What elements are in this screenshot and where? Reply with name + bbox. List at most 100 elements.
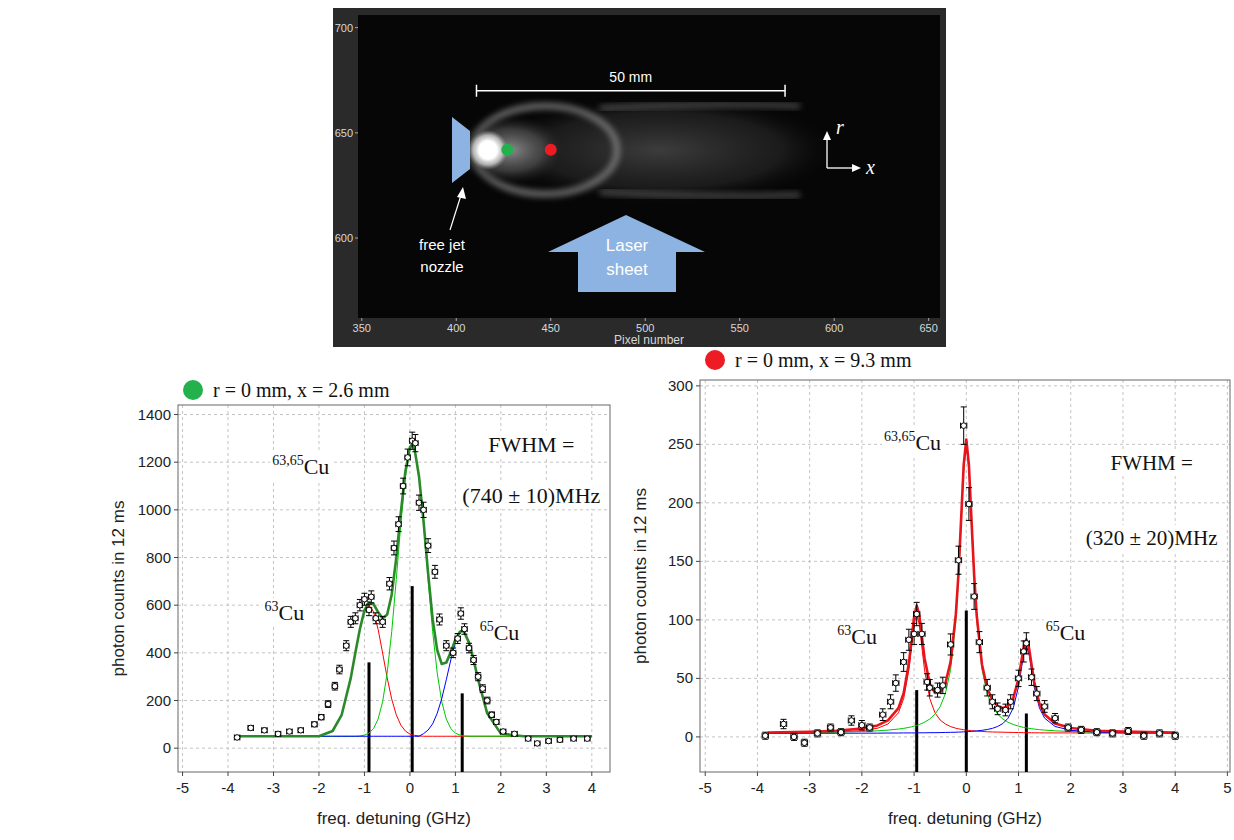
- x-error-bar: [546, 738, 551, 744]
- y-tick-label: 0: [685, 728, 693, 745]
- y-tick: [696, 502, 700, 503]
- x-grid-line: [1175, 380, 1176, 772]
- plume: [455, 96, 835, 204]
- y-error-bar: [368, 591, 374, 603]
- y-error-bar: [838, 729, 844, 736]
- y-error-bar: [801, 739, 807, 746]
- y-error-bar: [332, 682, 338, 690]
- x-error-bar: [234, 734, 239, 740]
- y-error-bar: [814, 730, 820, 737]
- y-tick-label: 200: [668, 494, 693, 511]
- x-error-bar: [535, 740, 540, 746]
- y-error-bar: [1002, 704, 1008, 716]
- y-error-bar: [1029, 669, 1035, 685]
- x-tick: [705, 772, 706, 776]
- y-error-bar: [361, 593, 367, 605]
- x-error-bar: [989, 699, 995, 705]
- y-tick: [174, 462, 178, 463]
- x-tick-label: -2: [312, 779, 325, 796]
- x-tick: [546, 772, 547, 776]
- data-point: [366, 607, 372, 613]
- x-error-bar: [1052, 715, 1058, 721]
- x-grid-line: [809, 380, 810, 772]
- y-error-bar: [461, 624, 467, 634]
- camera-image: [358, 15, 940, 318]
- x-error-bar: [848, 718, 854, 724]
- stick: [965, 611, 968, 772]
- x-error-bar: [391, 545, 396, 551]
- data-point: [287, 729, 293, 735]
- x-error-bar: [494, 719, 499, 725]
- y-tick-label: 100: [668, 611, 693, 628]
- x-error-bar: [827, 725, 833, 731]
- y-error-bar: [828, 724, 834, 731]
- x-axis-title: Pixel number: [614, 333, 684, 347]
- y-error-bar: [971, 584, 977, 610]
- y-error-bar: [325, 701, 331, 708]
- x-tick: [914, 772, 915, 776]
- data-point: [966, 501, 972, 507]
- peak-label: 63Cu: [265, 599, 305, 625]
- x-error-bar: [971, 593, 977, 599]
- y-error-bar: [352, 613, 358, 624]
- x-error-bar: [955, 557, 961, 563]
- y-grid-line: [178, 557, 610, 558]
- label-patch: [478, 618, 522, 646]
- data-point: [927, 685, 933, 691]
- y-tick: [696, 678, 700, 679]
- data-point: [791, 734, 797, 740]
- y-error-bar: [1065, 724, 1071, 731]
- y-error-bar: [762, 732, 768, 739]
- x-tick: [591, 772, 592, 776]
- y-error-bar: [966, 488, 972, 521]
- x-error-bar: [966, 501, 972, 507]
- x-tick-label: -5: [176, 779, 189, 796]
- y-error-bar: [848, 716, 854, 725]
- label-patch: [882, 428, 943, 456]
- y-error-bar: [380, 616, 386, 627]
- data-point: [838, 729, 844, 735]
- y-error-bar: [391, 541, 397, 555]
- x-error-bar: [298, 727, 303, 733]
- y-error-bar: [298, 728, 304, 732]
- y-grid-line: [178, 509, 610, 510]
- chart-title: r = 0 mm, x = 2.6 mm: [213, 379, 390, 401]
- y-tick: [696, 619, 700, 620]
- data-point: [1172, 733, 1178, 739]
- y-error-bar: [995, 703, 1001, 715]
- data-point: [325, 701, 331, 707]
- x-error-bar: [814, 730, 820, 736]
- x-tick-label: 400: [447, 322, 465, 334]
- x-error-bar: [1141, 733, 1147, 739]
- plot-area: [178, 405, 610, 772]
- y-error-bar: [859, 721, 865, 730]
- isotope: 63: [837, 623, 851, 638]
- x-error-bar: [387, 581, 392, 587]
- data-point: [455, 636, 461, 642]
- y-tick: [355, 132, 358, 133]
- y-error-bar: [421, 502, 427, 517]
- data-point: [546, 738, 552, 744]
- x-tick-label: -3: [267, 779, 280, 796]
- x-error-bar: [337, 667, 342, 673]
- y-error-bar: [400, 478, 406, 494]
- y-tick-label: 1200: [138, 453, 171, 470]
- fwhm-label: (740 ± 10)MHz: [462, 483, 600, 508]
- nozzle-label: free jetnozzle: [419, 236, 466, 275]
- x-error-bar: [585, 736, 590, 742]
- label-patch: [1084, 525, 1220, 551]
- x-error-bar: [475, 674, 480, 680]
- y-error-bar: [1023, 633, 1029, 654]
- x-tick: [364, 772, 365, 776]
- x-error-bar: [471, 657, 476, 663]
- x-grid-line: [546, 405, 547, 772]
- y-error-bar: [1078, 726, 1084, 733]
- x-grid-line: [757, 380, 758, 772]
- y-grid-line: [700, 502, 1230, 503]
- peak-label: 63Cu: [837, 623, 877, 649]
- y-grid-line: [178, 748, 610, 749]
- stick: [915, 690, 918, 772]
- data-point: [1016, 676, 1022, 682]
- data-point: [353, 615, 359, 621]
- y-error-bar: [336, 665, 342, 674]
